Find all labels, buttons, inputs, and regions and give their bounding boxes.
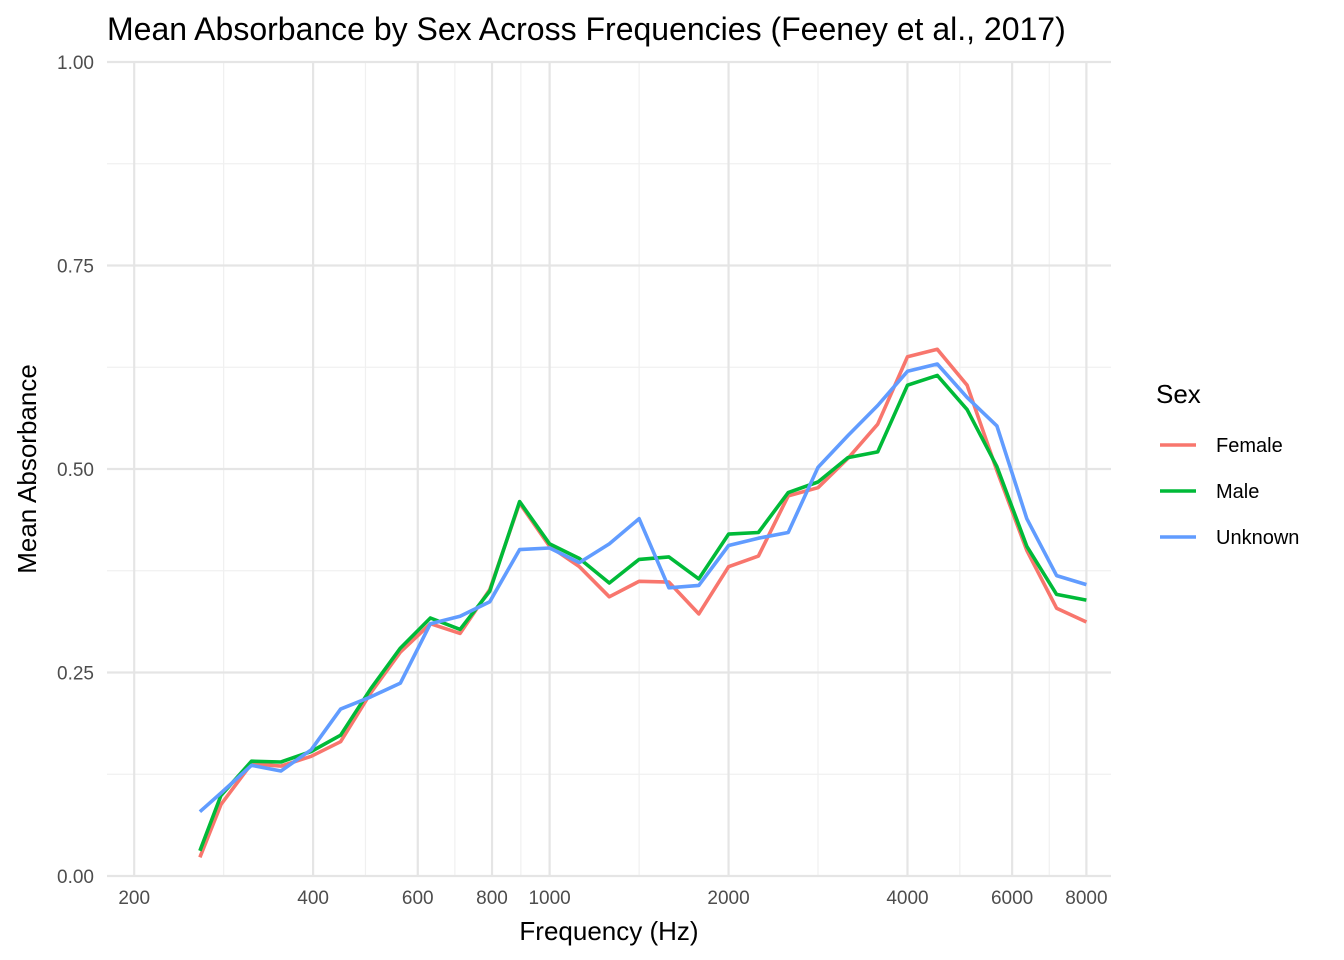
legend: Sex Female Male Unknown xyxy=(1156,379,1299,549)
series-lines xyxy=(198,347,1088,858)
y-tick-label: 0.25 xyxy=(57,664,94,685)
chart-title: Mean Absorbance by Sex Across Frequencie… xyxy=(107,11,1066,47)
legend-label-male: Male xyxy=(1216,481,1259,503)
x-tick-label: 8000 xyxy=(1065,888,1107,909)
legend-title: Sex xyxy=(1156,379,1201,409)
series-line-female xyxy=(198,347,1088,858)
legend-label-unknown: Unknown xyxy=(1216,527,1299,549)
x-axis-title: Frequency (Hz) xyxy=(519,916,698,946)
x-tick-label: 400 xyxy=(297,888,329,909)
x-tick-label: 4000 xyxy=(886,888,928,909)
grid xyxy=(107,60,1111,878)
x-tick-label: 800 xyxy=(476,888,508,909)
x-tick-label: 1000 xyxy=(528,888,570,909)
y-axis-ticks: 0.00 0.25 0.50 0.75 1.00 xyxy=(57,53,94,888)
x-tick-label: 200 xyxy=(118,888,150,909)
x-tick-label: 2000 xyxy=(707,888,749,909)
x-tick-label: 600 xyxy=(402,888,434,909)
x-axis-ticks: 200 400 600 800 1000 2000 4000 6000 8000 xyxy=(118,888,1107,909)
x-tick-label: 6000 xyxy=(991,888,1033,909)
series-line-male xyxy=(198,373,1087,852)
y-axis-title: Mean Absorbance xyxy=(12,364,42,574)
series-line-unknown xyxy=(198,362,1087,814)
y-tick-label: 0.00 xyxy=(57,867,94,888)
y-tick-label: 1.00 xyxy=(57,53,94,74)
legend-label-female: Female xyxy=(1216,435,1283,457)
y-tick-label: 0.50 xyxy=(57,460,94,481)
y-tick-label: 0.75 xyxy=(57,257,94,278)
